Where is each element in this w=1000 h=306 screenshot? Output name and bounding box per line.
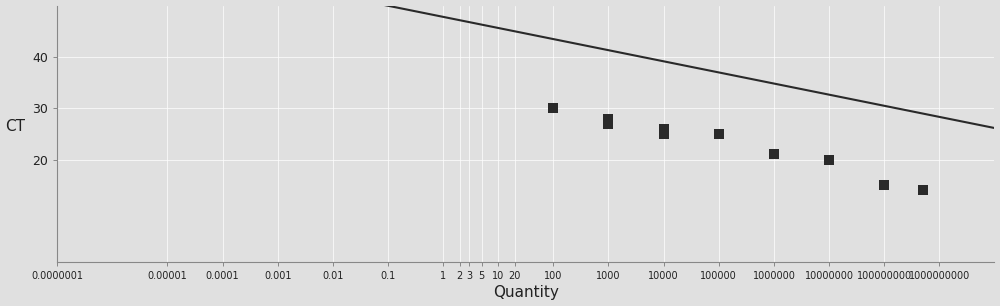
Point	[600, 116, 616, 121]
Point	[545, 106, 561, 111]
Point	[600, 121, 616, 126]
Point	[711, 132, 727, 136]
Point	[766, 152, 782, 157]
Point	[656, 126, 672, 131]
Point	[876, 183, 892, 188]
Y-axis label: CT: CT	[6, 119, 26, 134]
Point	[656, 132, 672, 136]
Point	[915, 188, 931, 193]
X-axis label: Quantity: Quantity	[493, 285, 559, 300]
Point	[821, 157, 837, 162]
